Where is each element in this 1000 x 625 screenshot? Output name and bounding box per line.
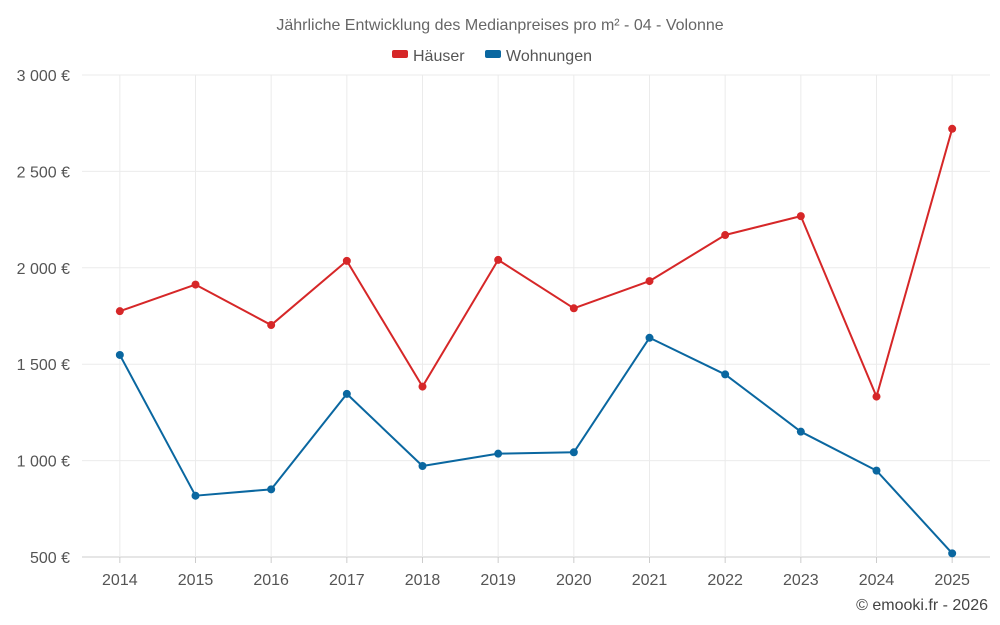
x-tick-label: 2023 — [783, 572, 819, 589]
legend-label[interactable]: Häuser — [413, 48, 465, 65]
chart-title: Jährliche Entwicklung des Medianpreises … — [276, 17, 723, 34]
data-point[interactable] — [721, 370, 730, 379]
x-tick-label: 2014 — [102, 572, 138, 589]
data-point[interactable] — [418, 382, 427, 391]
x-tick-label: 2017 — [329, 572, 365, 589]
legend: Häuser Wohnungen — [392, 48, 592, 65]
y-tick-label: 500 € — [30, 550, 70, 567]
y-axis: 500 € 1 000 € 1 500 € 2 000 € 2 500 € 3 000 € — [17, 68, 70, 567]
data-point[interactable] — [418, 461, 427, 470]
data-point[interactable] — [191, 280, 200, 289]
data-point[interactable] — [191, 491, 200, 500]
x-tick-label: 2022 — [707, 572, 743, 589]
data-point[interactable] — [796, 212, 805, 221]
series-group — [115, 124, 957, 558]
data-point[interactable] — [267, 485, 276, 494]
x-tick-label: 2018 — [405, 572, 441, 589]
data-point[interactable] — [948, 124, 957, 133]
x-tick-label: 2024 — [859, 572, 895, 589]
data-point[interactable] — [645, 333, 654, 342]
data-point[interactable] — [796, 427, 805, 436]
y-tick-label: 2 000 € — [17, 261, 70, 278]
legend-swatch — [392, 50, 408, 58]
x-tick-label: 2019 — [480, 572, 516, 589]
data-point[interactable] — [872, 466, 881, 475]
data-point[interactable] — [569, 304, 578, 313]
data-point[interactable] — [645, 277, 654, 286]
legend-swatch — [485, 50, 501, 58]
data-point[interactable] — [494, 255, 503, 264]
data-point[interactable] — [872, 392, 881, 401]
x-axis: 2014 2015 2016 2017 2018 2019 2020 2021 2022 2023… — [102, 557, 970, 589]
data-point[interactable] — [569, 448, 578, 457]
data-point[interactable] — [342, 256, 351, 265]
x-tick-label: 2021 — [632, 572, 668, 589]
data-point[interactable] — [494, 449, 503, 458]
credit-text: © emooki.fr - 2026 — [856, 597, 988, 614]
grid — [82, 74, 990, 558]
data-point[interactable] — [721, 231, 730, 240]
series-line-0 — [119, 128, 954, 398]
data-point[interactable] — [342, 389, 351, 398]
data-point[interactable] — [115, 350, 124, 359]
data-point[interactable] — [267, 321, 276, 330]
y-tick-label: 1 000 € — [17, 454, 70, 471]
x-tick-label: 2025 — [934, 572, 970, 589]
x-tick-label: 2020 — [556, 572, 592, 589]
y-tick-label: 1 500 € — [17, 357, 70, 374]
data-point[interactable] — [115, 307, 124, 316]
x-tick-label: 2015 — [178, 572, 214, 589]
data-point[interactable] — [948, 549, 957, 558]
x-tick-label: 2016 — [253, 572, 289, 589]
y-tick-label: 3 000 € — [17, 68, 70, 85]
legend-label[interactable]: Wohnungen — [506, 48, 592, 65]
series-line-1 — [118, 336, 953, 555]
y-tick-label: 2 500 € — [17, 164, 70, 181]
